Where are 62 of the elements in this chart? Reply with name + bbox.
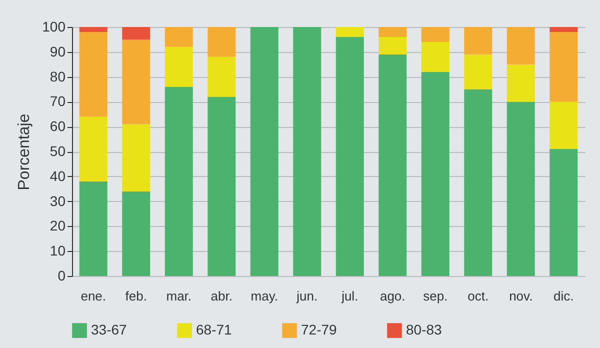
x-tick-label: may. [250,288,278,304]
y-tick-label: 0 [58,268,66,284]
x-tick-label: jul. [340,288,358,304]
y-tick-label: 40 [50,168,66,184]
bar [421,42,450,72]
bar [208,96,236,276]
x-tick-label: jun. [296,288,318,304]
bar [506,102,535,276]
bar [506,27,535,64]
x-tick-label: abr. [210,288,232,304]
y-tick-label: 90 [50,43,66,60]
bar [122,191,150,276]
bar [378,54,407,276]
bar [506,64,535,102]
x-tick-label: sep. [423,288,448,304]
bar [293,27,322,276]
bar [164,46,193,87]
bar [336,27,364,37]
x-tick-label: ago. [380,288,406,304]
y-tick-label: 10 [50,242,66,259]
y-tick-label: 100 [42,18,66,34]
legend-label: 72-79 [301,322,338,338]
y-tick-label: 70 [50,93,66,110]
bar [79,116,108,182]
legend-label: 33-67 [91,322,128,338]
bar [164,27,193,47]
bar [550,32,578,102]
bar [164,86,193,276]
bar [550,27,578,32]
y-tick-label: 80 [50,68,66,84]
legend-label: 80-83 [406,322,442,338]
bar [378,36,407,54]
legend-label: 68-71 [196,322,232,338]
bar [122,124,150,192]
bar [79,32,108,117]
x-tick-label: feb. [125,288,147,304]
y-tick-label: 50 [50,143,66,159]
x-tick-label: ene. [80,288,106,304]
bar [122,39,150,124]
bar [336,36,364,276]
bar [550,149,578,276]
x-tick-label: nov. [509,288,533,304]
bar [208,27,236,57]
bar [122,27,150,40]
x-tick-label: oct. [468,288,489,304]
bar [250,27,278,276]
y-tick-label: 60 [50,118,66,134]
bar [421,72,450,276]
x-tick-label: mar. [166,288,192,304]
bar [464,27,492,54]
y-axis-title: Porcentaje [16,114,34,190]
bar [421,27,450,42]
bar [79,181,108,276]
bar [464,89,492,276]
bar [378,27,407,37]
bar [208,56,236,97]
bar [79,27,108,32]
y-tick-label: 30 [50,192,66,209]
y-tick-label: 20 [50,218,66,234]
bar [464,54,492,90]
bar [550,102,578,150]
x-tick-label: dic. [554,288,574,304]
